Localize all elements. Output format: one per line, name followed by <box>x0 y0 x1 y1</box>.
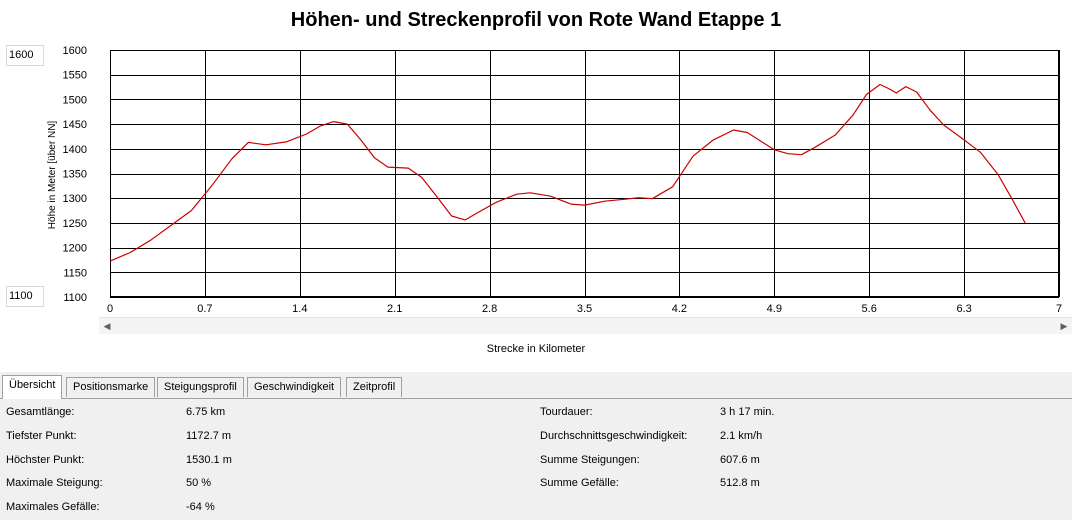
stat-value-maximale-steigung: 50 % <box>186 477 212 489</box>
tab-uebersicht[interactable]: Übersicht <box>2 375 63 399</box>
y-tick-label: 1500 <box>63 94 87 106</box>
y-tick-label: 1250 <box>63 218 87 230</box>
scroll-left-arrow-icon[interactable]: ◀ <box>103 321 111 331</box>
stat-label-maximale-steigung: Maximale Steigung: <box>6 477 103 489</box>
x-tick-label: 2.1 <box>387 303 402 315</box>
stat-label-tourdauer: Tourdauer: <box>540 406 593 418</box>
y-tick-label: 1150 <box>63 267 87 279</box>
x-tick-label: 7 <box>1056 303 1062 315</box>
stat-label-maximales-gefaelle: Maximales Gefälle: <box>6 501 100 513</box>
y-tick-label: 1300 <box>63 193 87 205</box>
x-tick-label: 1.4 <box>292 303 307 315</box>
y-tick-label: 1100 <box>63 292 87 304</box>
stat-label-tiefster-punkt: Tiefster Punkt: <box>6 430 77 442</box>
stat-value-summe-steigungen: 607.6 m <box>720 454 760 466</box>
profile-tabs: Übersicht Positionsmarke Steigungsprofil… <box>0 375 1072 399</box>
overview-stats-panel: Gesamtlänge: 6.75 km Tiefster Punkt: 117… <box>0 399 1072 520</box>
stat-label-gesamtlaenge: Gesamtlänge: <box>6 406 75 418</box>
x-tick-label: 3.5 <box>577 303 592 315</box>
y-tick-label: 1550 <box>63 70 87 82</box>
y-tick-label: 1350 <box>63 169 87 181</box>
plot-frame <box>110 50 1059 297</box>
x-tick-label: 0.7 <box>197 303 212 315</box>
min-elevation-field[interactable]: 1100 <box>6 286 44 307</box>
stat-label-durchschnittsgeschwindigkeit: Durchschnittsgeschwindigkeit: <box>540 430 688 442</box>
y-tick-label: 1400 <box>63 144 87 156</box>
stat-value-tiefster-punkt: 1172.7 m <box>186 430 232 442</box>
stat-value-hoechster-punkt: 1530.1 m <box>186 454 232 466</box>
plot-area <box>110 50 1059 297</box>
x-tick-label: 5.6 <box>862 303 877 315</box>
tab-zeitprofil[interactable]: Zeitprofil <box>346 377 403 397</box>
stat-value-tourdauer: 3 h 17 min. <box>720 406 775 418</box>
stat-value-summe-gefaelle: 512.8 m <box>720 477 760 489</box>
y-axis-label: Höhe in Meter [über NN] <box>47 121 58 230</box>
stat-value-maximales-gefaelle: -64 % <box>186 501 215 513</box>
stat-value-gesamtlaenge: 6.75 km <box>186 406 226 418</box>
tab-geschwindigkeit[interactable]: Geschwindigkeit <box>247 377 342 397</box>
tab-steigungsprofil[interactable]: Steigungsprofil <box>157 377 244 397</box>
x-tick-label: 4.2 <box>672 303 687 315</box>
max-elevation-field[interactable]: 1600 <box>6 45 44 66</box>
y-tick-label: 1450 <box>63 119 87 131</box>
x-axis-label: Strecke in Kilometer <box>487 343 586 355</box>
stat-label-summe-gefaelle: Summe Gefälle: <box>540 477 619 489</box>
tab-positionsmarke[interactable]: Positionsmarke <box>66 377 156 397</box>
chart-title: Höhen- und Streckenprofil von Rote Wand … <box>291 9 781 31</box>
elevation-chart: Höhen- und Streckenprofil von Rote Wand … <box>47 9 1062 355</box>
x-tick-label: 2.8 <box>482 303 497 315</box>
x-tick-label: 0 <box>107 303 113 315</box>
stat-label-hoechster-punkt: Höchster Punkt: <box>6 454 85 466</box>
stat-value-durchschnittsgeschwindigkeit: 2.1 km/h <box>720 430 763 442</box>
scroll-right-arrow-icon[interactable]: ▶ <box>1060 321 1068 331</box>
elevation-profile-line <box>109 83 1026 262</box>
stat-label-summe-steigungen: Summe Steigungen: <box>540 454 640 466</box>
elevation-chart-area: Höhen- und Streckenprofil von Rote Wand … <box>0 0 1072 372</box>
x-tick-label: 6.3 <box>956 303 971 315</box>
y-tick-label: 1200 <box>63 243 87 255</box>
x-tick-label: 4.9 <box>767 303 782 315</box>
chart-horizontal-scrollbar[interactable]: ◀ ▶ <box>99 317 1072 334</box>
y-tick-label: 1600 <box>63 45 87 57</box>
